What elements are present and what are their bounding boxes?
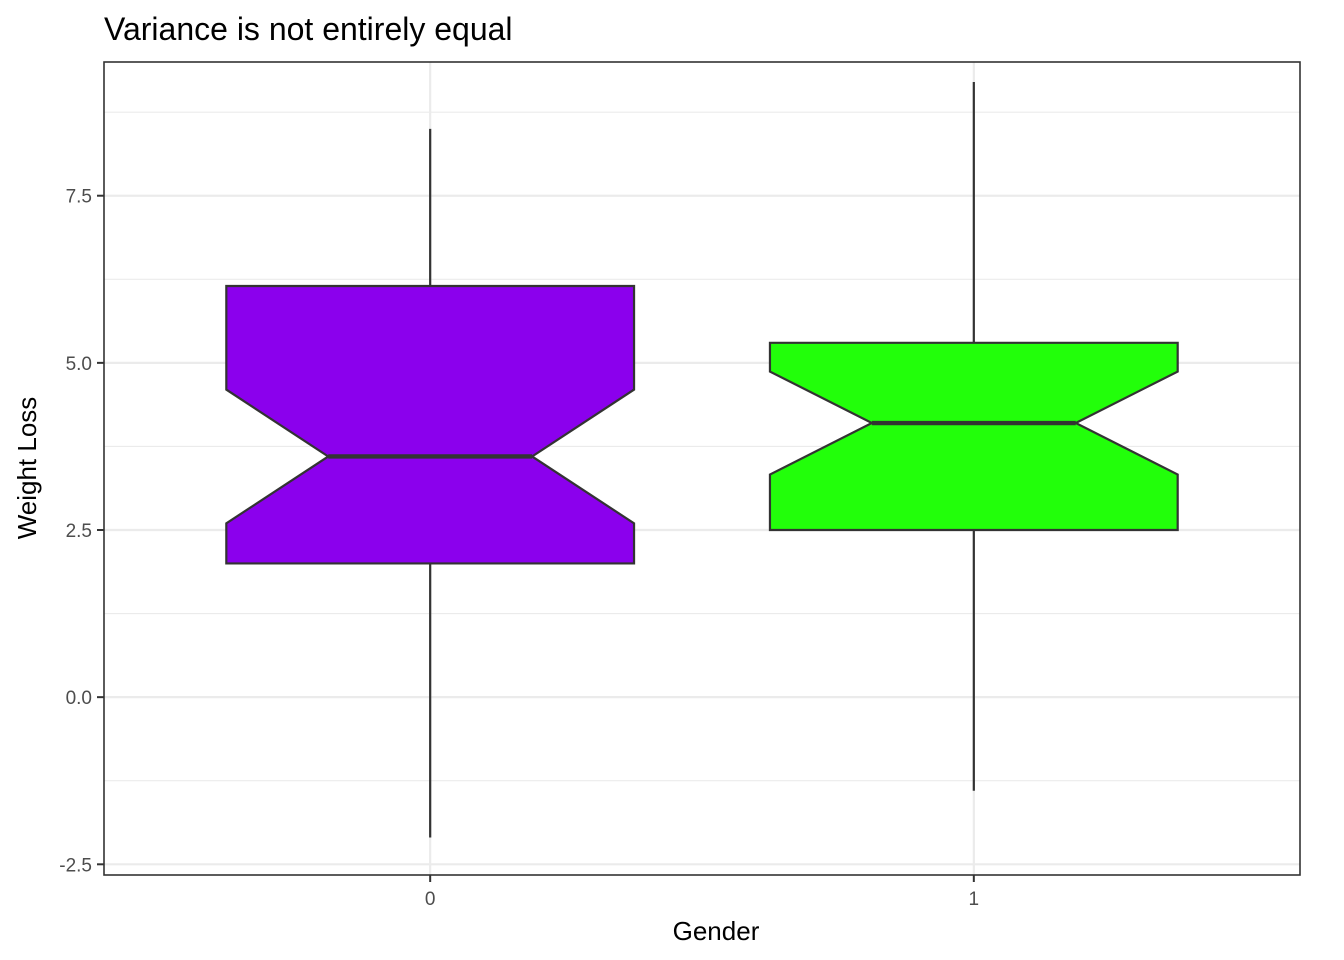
x-tick-label: 0 bbox=[425, 889, 436, 910]
x-axis-title: Gender bbox=[673, 916, 760, 946]
boxes bbox=[225, 82, 1179, 838]
x-tick-label: 1 bbox=[969, 889, 980, 910]
box-1 bbox=[768, 341, 1179, 532]
y-tick-label: 0.0 bbox=[66, 688, 92, 709]
y-tick-label: 2.5 bbox=[66, 521, 92, 542]
box-0 bbox=[225, 284, 636, 565]
y-tick-label: 5.0 bbox=[66, 354, 92, 375]
y-tick-label: 7.5 bbox=[66, 187, 92, 208]
chart-title: Variance is not entirely equal bbox=[104, 11, 513, 47]
plot-panel-border bbox=[103, 61, 1301, 876]
y-tick-label: -2.5 bbox=[59, 855, 92, 876]
y-axis-title: Weight Loss bbox=[12, 397, 42, 540]
axes: -2.5 0.0 2.5 5.0 7.5 0 1 bbox=[59, 187, 979, 910]
